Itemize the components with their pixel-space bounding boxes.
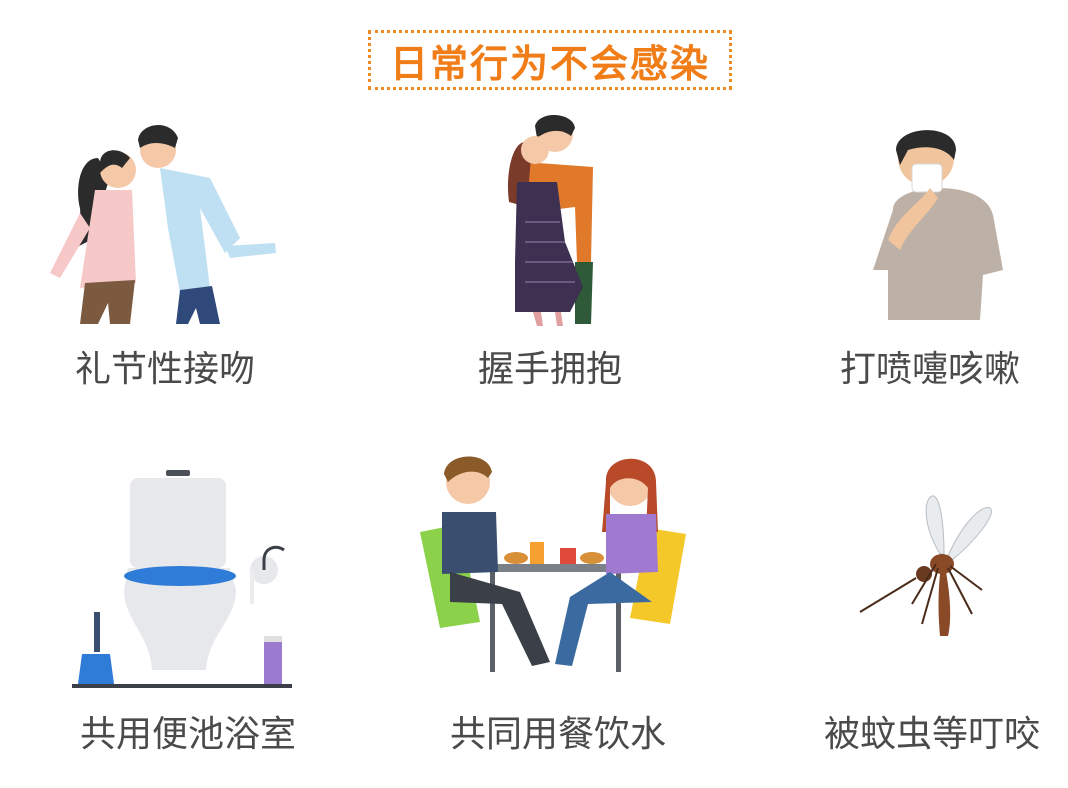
mosquito-icon	[852, 494, 1012, 644]
page-title: 日常行为不会感染	[389, 41, 710, 86]
toilet-icon	[68, 470, 298, 692]
caption-kissing: 礼节性接吻	[74, 349, 255, 390]
caption-toilet: 共用便池浴室	[79, 714, 296, 755]
kissing-couple-icon	[40, 118, 290, 330]
caption-mosquito: 被蚊虫等叮咬	[823, 714, 1040, 755]
caption-hugging: 握手拥抱	[477, 349, 622, 390]
title-frame: 日常行为不会感染	[368, 30, 732, 90]
dining-couple-icon	[420, 452, 688, 680]
caption-sneezing: 打喷嚏咳嗽	[839, 349, 1020, 390]
sneezing-person-icon	[868, 120, 1008, 320]
hugging-couple-icon	[495, 112, 605, 330]
caption-dining: 共同用餐饮水	[449, 714, 666, 755]
